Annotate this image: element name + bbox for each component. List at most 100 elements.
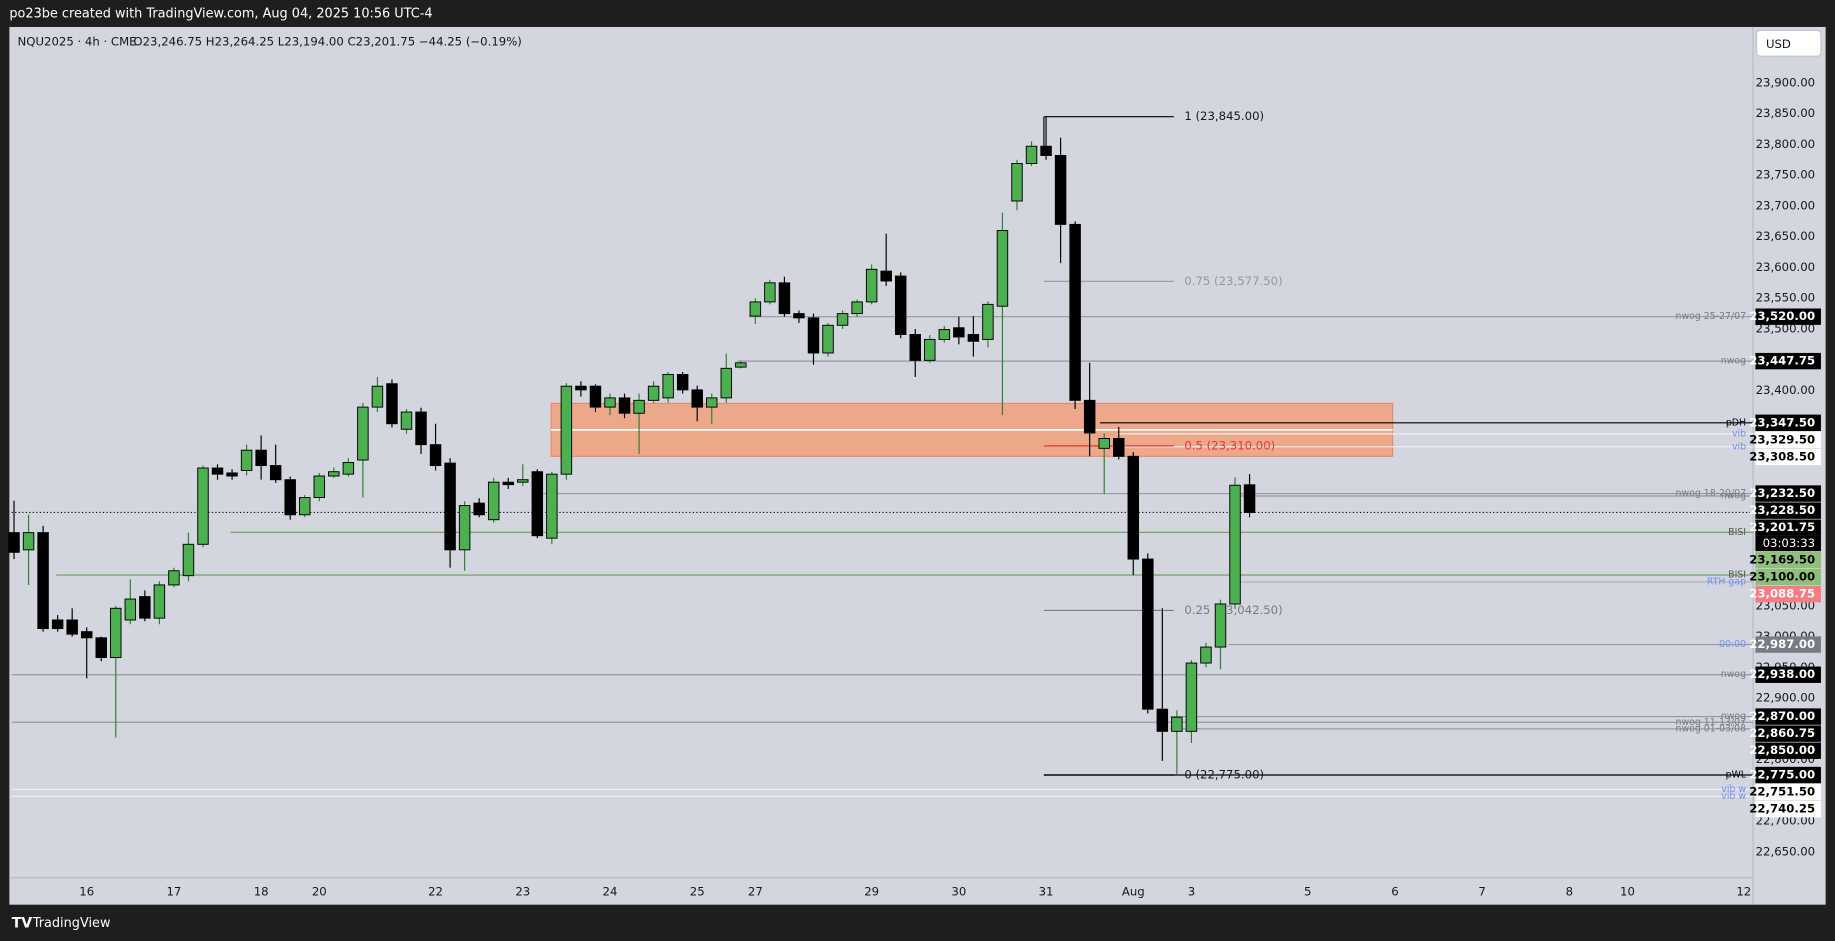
price-label-box — [1755, 586, 1821, 603]
candle-body — [342, 462, 355, 475]
price-label: 23,447.75 — [1749, 354, 1815, 368]
candle-body — [22, 532, 35, 551]
candle-body — [1083, 399, 1096, 434]
candle-body — [1171, 716, 1183, 732]
candle-body — [1127, 455, 1140, 560]
price-label: 23,308.50 — [1749, 449, 1815, 463]
price-label: 23,520.00 — [1749, 309, 1815, 323]
level-tag: nwog 11-13/07 — [1676, 717, 1747, 728]
candle-body — [124, 598, 137, 621]
candle-body — [909, 334, 921, 361]
countdown-box — [1755, 535, 1821, 552]
candle-body — [546, 473, 558, 539]
y-tick-label: 23,900.00 — [1756, 75, 1815, 89]
price-label: 22,938.00 — [1749, 667, 1815, 681]
candle-body — [618, 397, 631, 414]
candle-body — [749, 301, 762, 317]
candle-body — [938, 329, 951, 340]
candle-body — [226, 472, 238, 477]
price-label: 23,201.75 — [1749, 520, 1815, 534]
candle-body — [458, 505, 471, 551]
y-tick-label: 23,850.00 — [1756, 106, 1815, 120]
candle-body — [531, 471, 544, 537]
price-label: 22,870.00 — [1749, 709, 1815, 723]
level-tag: nwog 18-20/07 — [1676, 488, 1747, 499]
candle-body — [487, 481, 500, 521]
price-label: 22,751.50 — [1749, 785, 1815, 799]
x-tick-label: 17 — [166, 884, 181, 898]
candle-body — [400, 411, 413, 430]
fib-label: 0.75 (23,577.50) — [1184, 274, 1282, 288]
fib-label: 0 (22,775.00) — [1184, 768, 1264, 782]
price-label-box — [1755, 431, 1821, 449]
candle-body — [299, 497, 311, 516]
price-label: 22,987.00 — [1749, 637, 1815, 651]
candle-body — [1142, 558, 1154, 710]
x-tick-label: 24 — [603, 884, 618, 898]
candle-body — [1011, 163, 1023, 202]
y-tick-label: 23,400.00 — [1756, 383, 1815, 397]
price-label-box — [1755, 725, 1821, 742]
price-label-box — [1755, 708, 1821, 725]
candle-body — [473, 502, 485, 516]
candle-body — [517, 479, 529, 483]
x-tick-label: 18 — [254, 884, 269, 898]
candle-body — [720, 367, 733, 399]
candle-body — [153, 584, 166, 619]
candle-body — [691, 389, 703, 408]
candle-body — [328, 471, 340, 477]
candle-body — [982, 303, 994, 340]
candle-body — [211, 467, 224, 475]
candle-body — [269, 465, 282, 481]
candle-body — [66, 619, 78, 635]
candle-body — [735, 362, 747, 368]
x-tick-label: 12 — [1736, 884, 1751, 898]
candle-body — [313, 475, 326, 499]
candle-body — [139, 596, 151, 619]
candle-body — [865, 268, 878, 303]
candle-body — [197, 467, 209, 545]
candle-body — [1069, 223, 1081, 401]
footer-brand: TradingView — [32, 916, 111, 931]
x-tick-label: 31 — [1039, 884, 1054, 898]
candle-body — [822, 324, 834, 354]
countdown: 03:03:33 — [1763, 536, 1816, 550]
currency-button[interactable] — [1756, 29, 1822, 57]
level-tag: pDH — [1726, 417, 1746, 428]
level-tag: nwog 01-03/08 — [1676, 723, 1747, 734]
header-title: po23be created with TradingView.com, Aug… — [9, 7, 432, 22]
symbol: NQU2025 · 4h · CME — [18, 35, 137, 49]
candle-body — [8, 532, 20, 553]
level-tag: vib w — [1721, 791, 1746, 802]
y-tick-label: 23,600.00 — [1756, 260, 1815, 274]
level-tag: pWL — [1726, 770, 1747, 781]
price-label-box — [1755, 502, 1821, 519]
candle-body — [633, 399, 645, 414]
level-tag: nwog — [1721, 669, 1746, 680]
candle-body — [851, 301, 863, 315]
y-tick-label: 23,550.00 — [1756, 291, 1815, 305]
x-tick-label: 5 — [1304, 884, 1311, 898]
candle-body — [415, 411, 427, 446]
level-tag: nwog 25-27/07 — [1676, 311, 1747, 322]
candle-body — [95, 637, 107, 658]
x-tick-label: 10 — [1620, 884, 1635, 898]
price-label-box — [1755, 800, 1821, 818]
candle-body — [575, 385, 587, 391]
candle-body — [240, 449, 253, 471]
candle-body — [371, 385, 384, 408]
y-tick-label: 23,800.00 — [1756, 137, 1815, 151]
candle-body — [502, 481, 514, 486]
x-tick-label: 7 — [1478, 884, 1485, 898]
logo-mark: TV — [12, 915, 33, 931]
price-label: 23,088.75 — [1749, 587, 1815, 601]
candle-body — [1040, 145, 1052, 156]
candle-body — [110, 607, 122, 658]
candle-body — [647, 385, 660, 401]
level-tag: nwog — [1721, 356, 1746, 367]
candle-body — [1200, 646, 1212, 664]
fib-label: 0.5 (23,310.00) — [1184, 438, 1275, 452]
candle-body — [589, 385, 602, 408]
